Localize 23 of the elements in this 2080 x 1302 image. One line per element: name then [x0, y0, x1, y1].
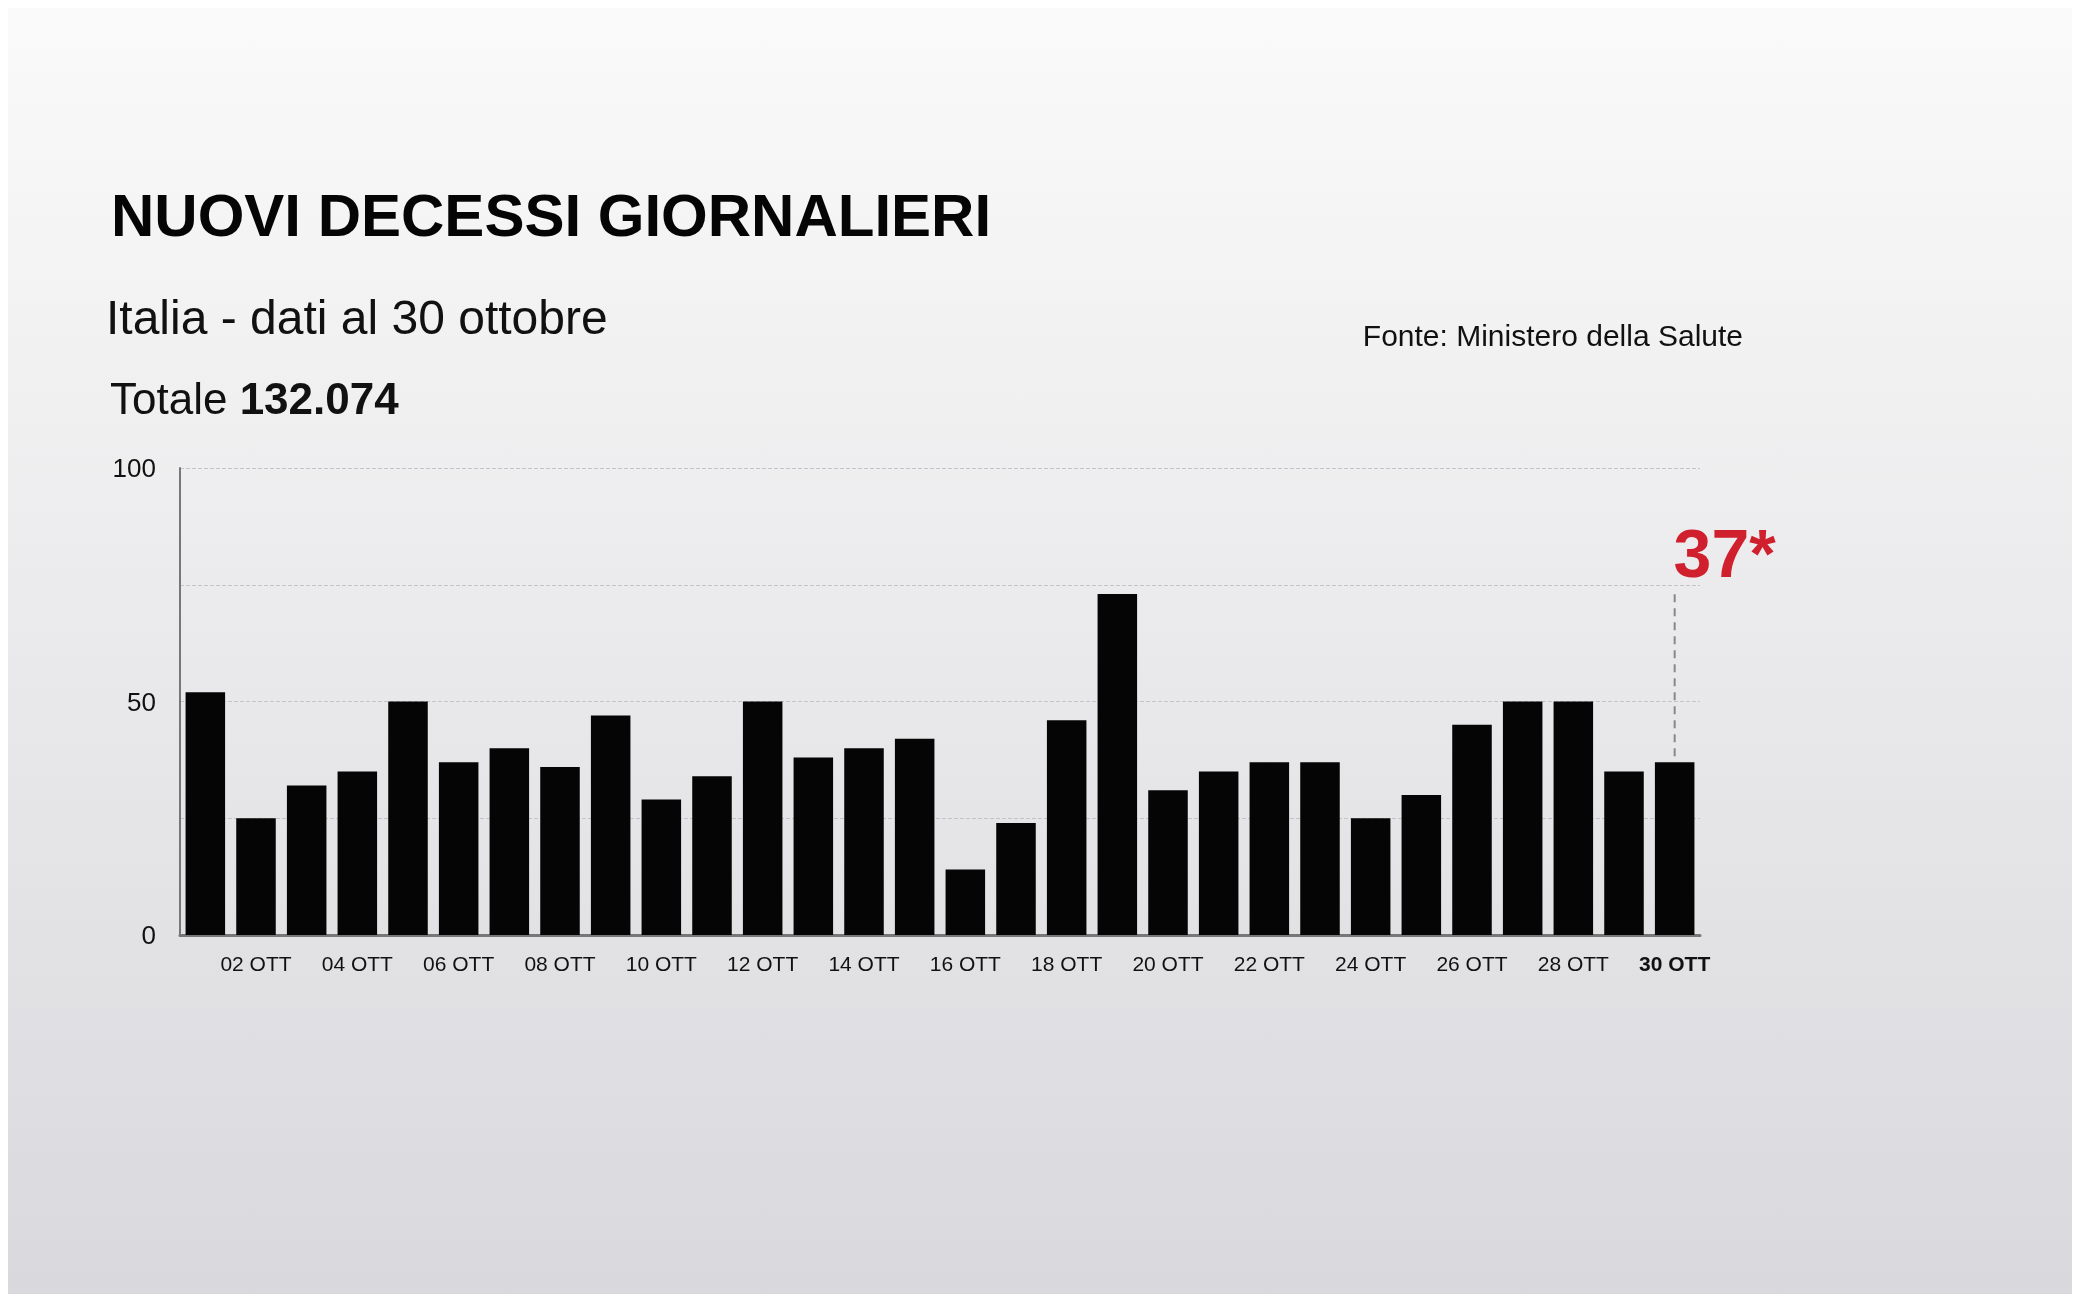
x-tick-label: 24 OTT — [1335, 952, 1407, 975]
x-tick-label: 16 OTT — [929, 952, 1002, 975]
x-tick-label: 26 OTT — [1436, 952, 1508, 975]
chart-title: NUOVI DECESSI GIORNALIERI — [111, 181, 992, 249]
x-tick-label: 02 OTT — [220, 952, 292, 975]
x-tick-label: 12 OTT — [727, 952, 799, 975]
annotation: 37* — [1673, 515, 1777, 592]
x-tick-label: 14 OTT — [828, 952, 900, 975]
x-tick-label: 06 OTT — [423, 952, 495, 975]
text: Totale 132.074 — [110, 373, 400, 423]
x-tick-label: 30 OTT — [1639, 952, 1711, 975]
y-tick-label: 100 — [112, 453, 156, 483]
x-tick-label: 28 OTT — [1537, 952, 1610, 975]
x-tick-label: 18 OTT — [1031, 952, 1103, 975]
y-tick-label: 0 — [141, 920, 156, 950]
x-tick-label: 20 OTT — [1132, 952, 1204, 975]
y-tick-label: 50 — [127, 686, 156, 717]
x-tick-label: 08 OTT — [524, 952, 596, 975]
x-tick-label: 22 OTT — [1233, 952, 1306, 975]
x-tick-label: 10 OTT — [625, 952, 698, 975]
x-tick-label: 04 OTT — [321, 952, 394, 975]
source-note: Fonte: Ministero della Salute — [1362, 318, 1743, 352]
chart-subtitle: Italia - dati al 30 ottobre — [106, 290, 608, 344]
